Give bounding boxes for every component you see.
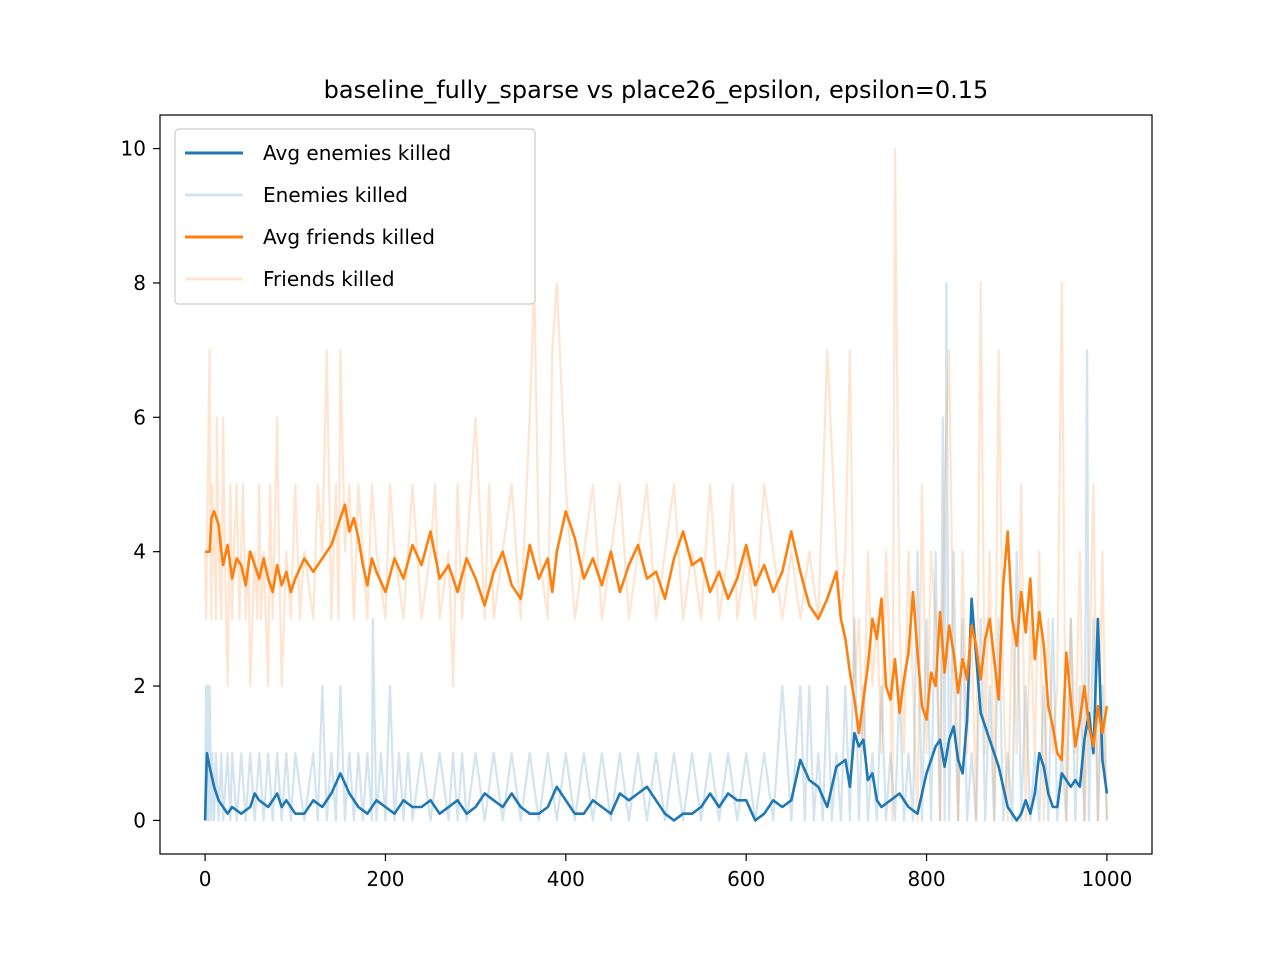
y-tick-label: 10 (121, 137, 146, 161)
legend-box (174, 128, 536, 305)
y-tick-label: 2 (133, 674, 146, 698)
y-tick-label: 0 (133, 808, 146, 832)
legend: Avg enemies killed Enemies killed Avg frie… (174, 128, 536, 305)
series-line-avg-friends-killed (205, 503, 1109, 762)
series-line-friends-killed (204, 147, 1108, 822)
series-line-avg-enemies-killed (203, 597, 1109, 822)
axes-layer: 0 200 400 600 800 1000 0 2 4 6 8 10 (121, 114, 1153, 891)
x-tick-label: 200 (366, 867, 404, 891)
legend-label-friends-killed: Friends killed (263, 267, 395, 291)
x-tick-label: 800 (907, 867, 945, 891)
legend-label-avg-friends-killed: Avg friends killed (263, 225, 435, 249)
x-tick-label: 600 (727, 867, 765, 891)
y-tick-label: 6 (133, 405, 146, 429)
legend-label-avg-enemies-killed: Avg enemies killed (263, 141, 451, 165)
x-tick-label: 1000 (1081, 867, 1132, 891)
x-tick-label: 400 (547, 867, 585, 891)
series-layer (203, 147, 1109, 822)
chart-title: baseline_fully_sparse vs place26_epsilon… (324, 76, 989, 104)
plot-lines (203, 147, 1109, 822)
legend-label-enemies-killed: Enemies killed (263, 183, 408, 207)
x-tick-label: 0 (199, 867, 212, 891)
y-tick-label: 8 (133, 271, 146, 295)
plot-frame (159, 114, 1153, 855)
y-tick-label: 4 (133, 540, 146, 564)
